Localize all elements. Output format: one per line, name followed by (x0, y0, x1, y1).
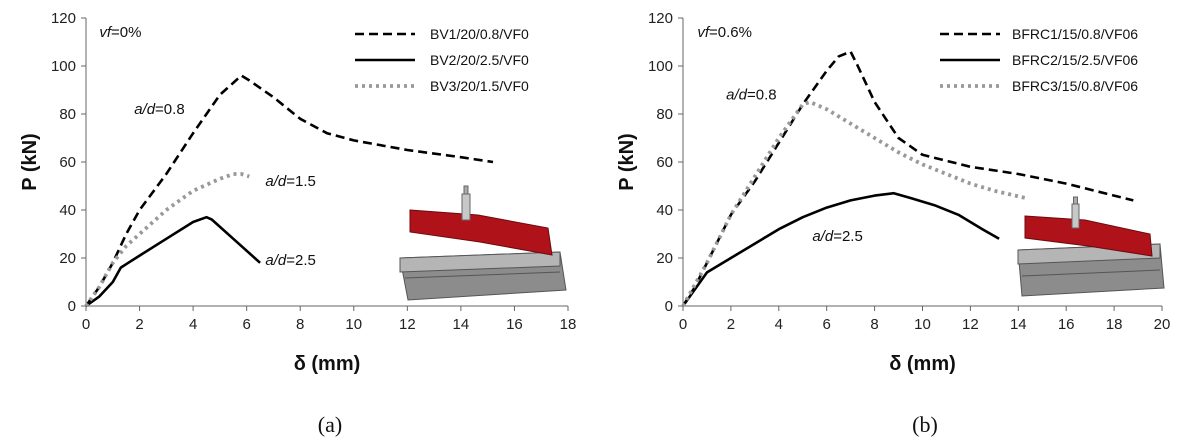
series-line-2 (681, 191, 1000, 307)
annotation-label: a/d=0.8 (726, 87, 776, 104)
annotation-prefix: a/d (134, 101, 156, 118)
legend-label: BV3/20/1.5/VF0 (430, 78, 529, 94)
annotation-label: a/d=0.8 (134, 101, 184, 118)
x-tick-label: 8 (296, 316, 304, 333)
panel-caption: (b) (912, 412, 938, 437)
legend-label: BV2/20/2.5/VF0 (430, 52, 529, 68)
y-tick-label: 80 (59, 106, 76, 123)
legend-label: BFRC1/15/0.8/VF06 (1012, 26, 1138, 42)
y-tick-label: 120 (648, 10, 673, 27)
x-tick-label: 8 (870, 316, 878, 333)
y-tick-label: 20 (656, 250, 673, 267)
annotation-label: vf=0% (99, 24, 141, 41)
x-tick-label: 6 (823, 316, 831, 333)
y-tick-label: 60 (59, 154, 76, 171)
annotation-prefix: a/d (812, 228, 834, 245)
x-tick-label: 0 (679, 316, 687, 333)
y-tick-label: 0 (68, 298, 76, 315)
annotation-label: vf=0.6% (697, 24, 752, 41)
beam-setup-illustration-a (399, 185, 567, 301)
y-tick-label: 40 (656, 202, 673, 219)
legend-label: BV1/20/0.8/VF0 (430, 26, 529, 42)
x-tick-label: 6 (242, 316, 250, 333)
x-tick-label: 10 (345, 316, 362, 333)
annotation-value: =1.5 (286, 173, 316, 190)
y-axis-title: P (kN) (616, 133, 638, 190)
annotation-value: =0.8 (155, 101, 185, 118)
y-tick-label: 120 (51, 10, 76, 27)
annotation-label: a/d=2.5 (812, 228, 862, 245)
annotation-prefix: a/d (265, 173, 287, 190)
annotation-prefix: a/d (265, 252, 287, 269)
x-tick-label: 4 (189, 316, 197, 333)
x-tick-label: 16 (1058, 316, 1075, 333)
x-tick-label: 12 (962, 316, 979, 333)
series-line-1 (84, 74, 494, 307)
x-tick-label: 16 (506, 316, 523, 333)
x-tick-label: 14 (453, 316, 470, 333)
annotation-label: a/d=1.5 (265, 173, 315, 190)
x-axis-title: δ (mm) (294, 353, 361, 375)
annotation-prefix: a/d (726, 87, 748, 104)
y-axis-title: P (kN) (19, 133, 41, 190)
chart-panel-a: 0 20 40 60 80 100 120 0 2 4 6 8 10 12 14 16 18 δ (mm) P (k… (19, 10, 576, 437)
x-tick-label: 18 (1106, 316, 1123, 333)
y-tick-label: 40 (59, 202, 76, 219)
y-tick-label: 100 (648, 58, 673, 75)
series-line-1 (681, 50, 1134, 307)
panel-caption: (a) (318, 412, 342, 437)
x-tick-label: 14 (1010, 316, 1027, 333)
x-tick-label: 0 (82, 316, 90, 333)
x-tick-label: 2 (135, 316, 143, 333)
legend-label: BFRC2/15/2.5/VF06 (1012, 52, 1138, 68)
x-tick-label: 20 (1154, 316, 1171, 333)
chart-panel-b: 0 20 40 60 80 100 120 0 2 4 6 8 10 12 14 16 18 20 δ (mm) P … (616, 10, 1170, 437)
y-tick-label: 60 (656, 154, 673, 171)
x-tick-label: 4 (775, 316, 783, 333)
x-tick-label: 10 (914, 316, 931, 333)
x-tick-label: 12 (399, 316, 416, 333)
annotation-value: =0.6% (709, 24, 752, 41)
annotation-value: =2.5 (286, 252, 316, 269)
y-tick-label: 100 (51, 58, 76, 75)
series-line-3 (681, 100, 1026, 307)
y-tick-label: 80 (656, 106, 673, 123)
legend-label: BFRC3/15/0.8/VF06 (1012, 78, 1138, 94)
x-tick-label: 18 (560, 316, 577, 333)
legend: BFRC1/15/0.8/VF06 BFRC2/15/2.5/VF06 BFRC3/… (940, 26, 1138, 94)
annotation-prefix: vf (99, 24, 113, 41)
legend: BV1/20/0.8/VF0 BV2/20/2.5/VF0 BV3/20/1.5/V… (355, 26, 529, 94)
x-axis-title: δ (mm) (889, 353, 956, 375)
series-line-3 (84, 172, 250, 308)
annotation-prefix: vf (697, 24, 711, 41)
annotation-value: =0.8 (747, 87, 777, 104)
y-tick-label: 0 (665, 298, 673, 315)
y-tick-label: 20 (59, 250, 76, 267)
series-line-2 (85, 215, 261, 308)
x-tick-label: 2 (727, 316, 735, 333)
beam-setup-illustration-b (1017, 196, 1165, 297)
annotation-label: a/d=2.5 (265, 252, 315, 269)
annotation-value: =0% (111, 24, 141, 41)
annotation-value: =2.5 (833, 228, 863, 245)
